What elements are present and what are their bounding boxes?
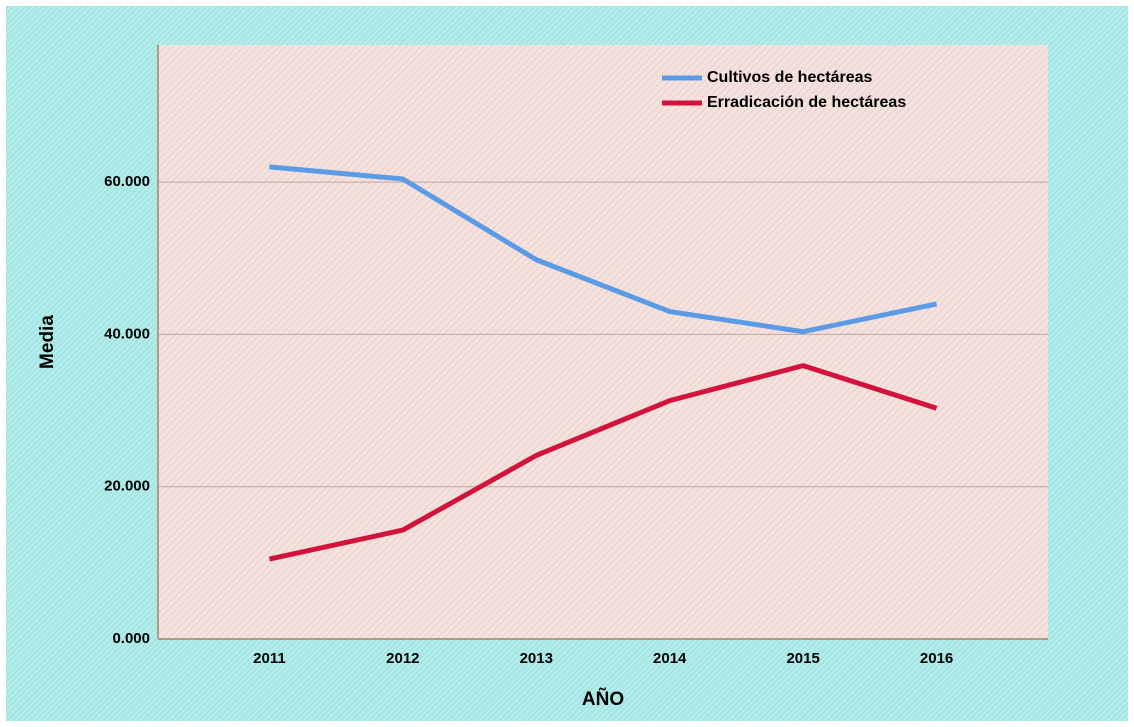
- y-tick-label: 60.000: [104, 173, 150, 190]
- y-tick-label: 40.000: [104, 325, 150, 342]
- x-axis-title: AÑO: [582, 688, 624, 710]
- x-tick-label: 2011: [253, 650, 286, 667]
- x-tick-label: 2013: [520, 650, 553, 667]
- y-tick-label: 20.000: [104, 478, 150, 495]
- y-tick-label: 0.000: [112, 630, 150, 647]
- series-line: [268, 363, 938, 562]
- y-axis-title: Media: [37, 315, 58, 369]
- x-tick-label: 2015: [786, 650, 819, 667]
- legend-label: Erradicación de hectáreas: [707, 94, 906, 111]
- x-tick-label: 2012: [386, 650, 419, 667]
- x-tick-label: 2016: [920, 650, 953, 667]
- plot-area: [158, 45, 1048, 639]
- x-tick-label: 2014: [653, 650, 687, 667]
- legend-label: Cultivos de hectáreas: [707, 69, 873, 86]
- series-line: [269, 164, 938, 335]
